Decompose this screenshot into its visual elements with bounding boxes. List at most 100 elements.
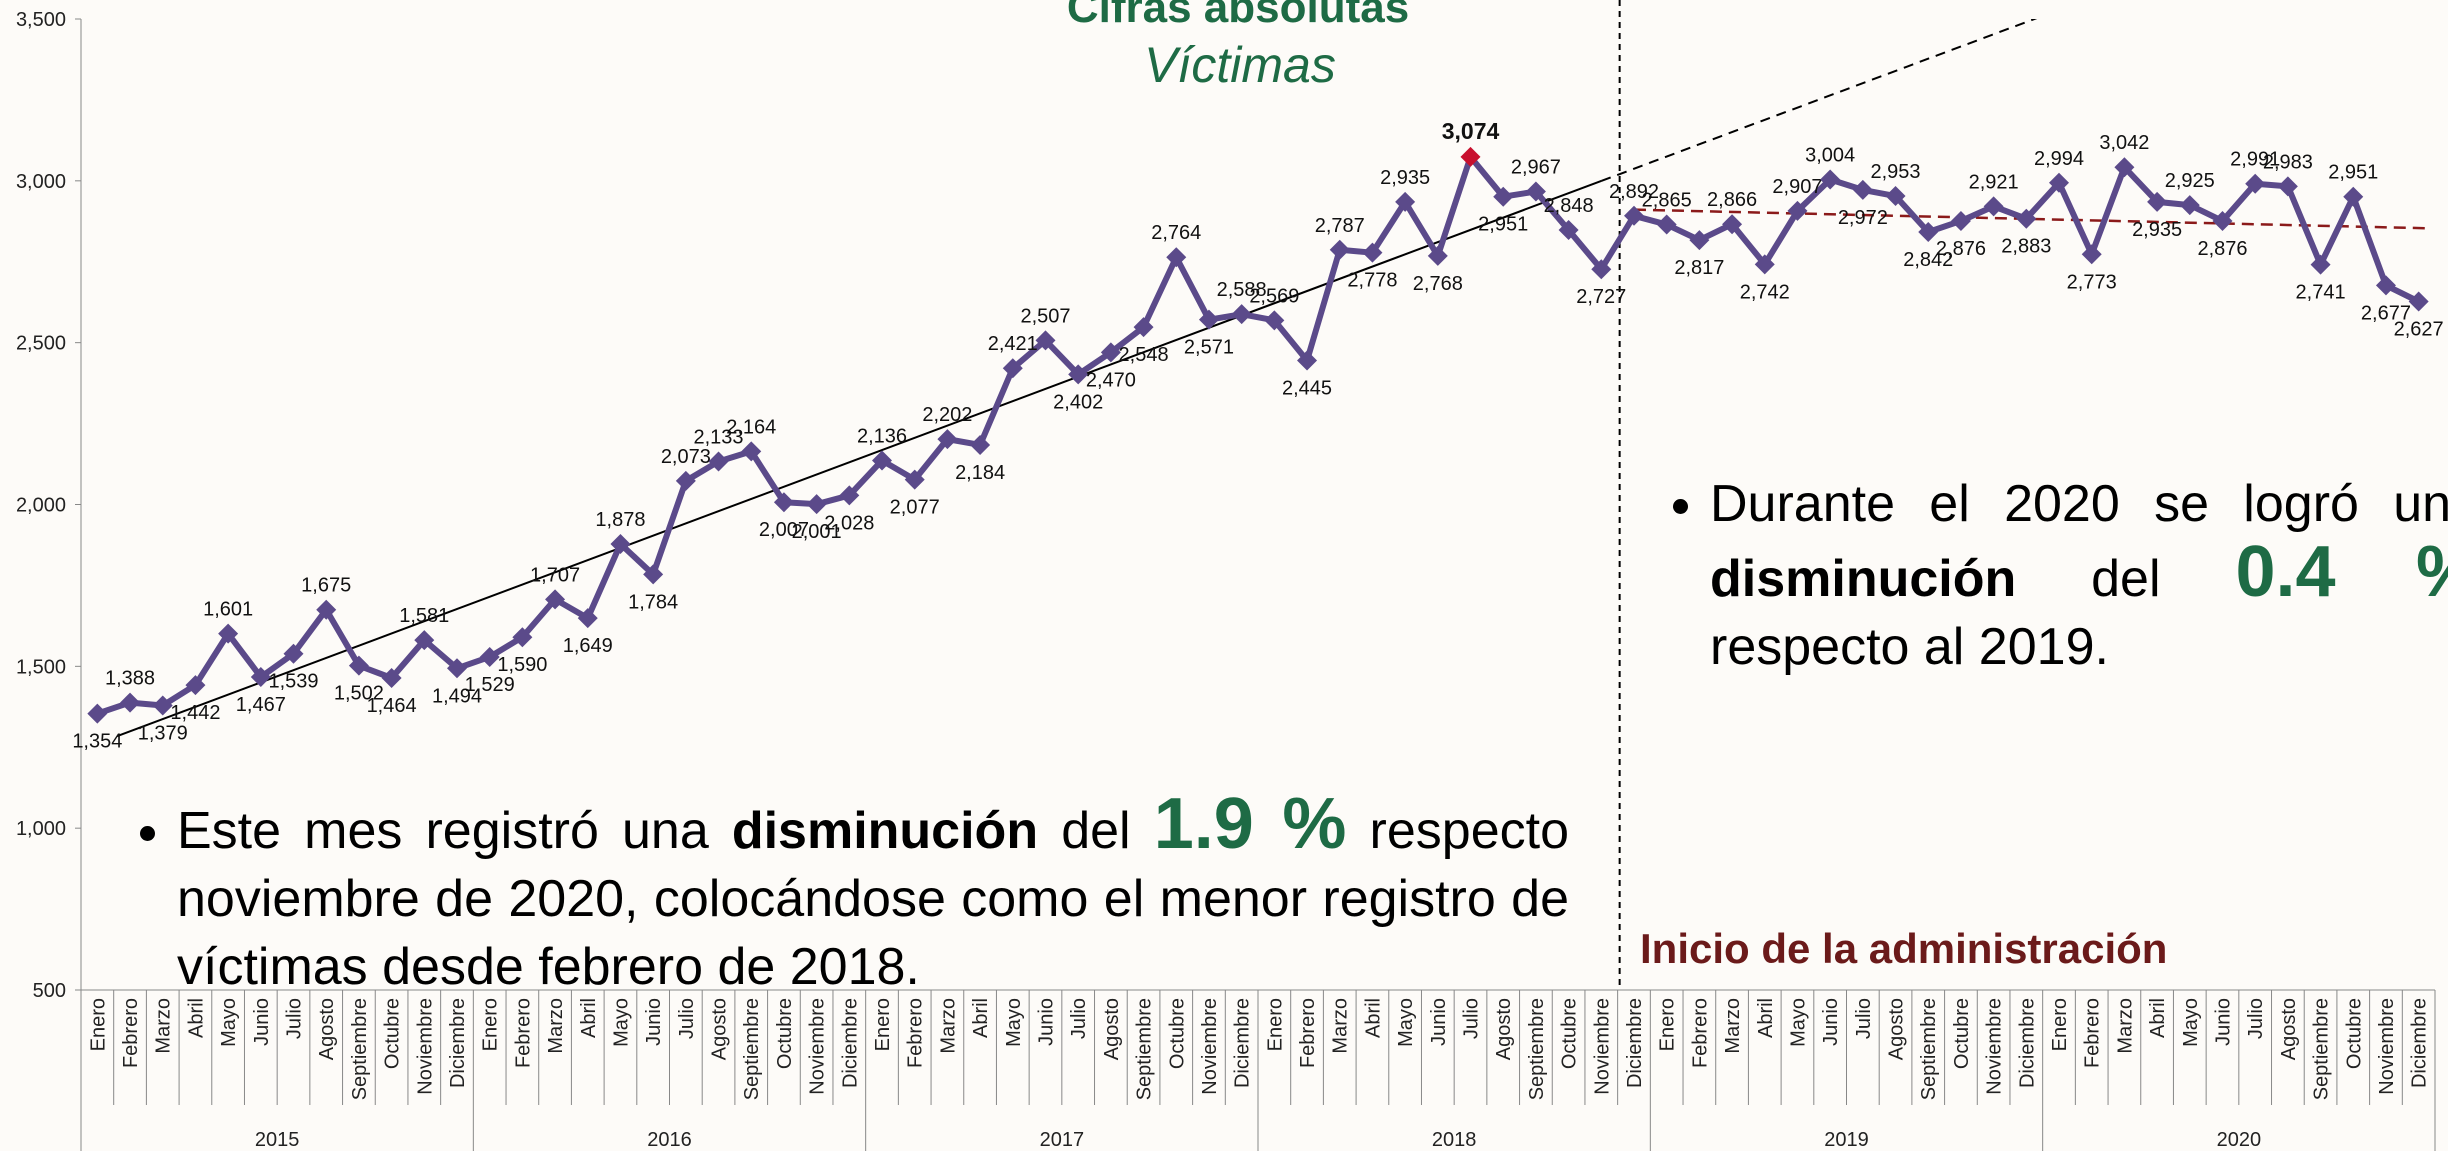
x-tick-label: Abril: [2147, 998, 2169, 1038]
data-label: 2,677: [2361, 302, 2411, 324]
data-point: [741, 441, 762, 462]
data-point: [1460, 146, 1481, 167]
data-label: 2,953: [1871, 161, 1921, 183]
data-label: 2,133: [694, 426, 744, 448]
data-point: [970, 434, 991, 455]
x-tick-label: Abril: [1362, 998, 1384, 1038]
data-point: [2147, 191, 2168, 212]
data-point: [1918, 221, 1939, 242]
x-tick-label: Octubre: [1166, 998, 1188, 1069]
data-point: [1264, 310, 1285, 331]
x-tick-label: Agosto: [1101, 998, 1123, 1060]
data-point: [185, 675, 206, 696]
data-label: 1,707: [530, 564, 580, 586]
data-point: [348, 655, 369, 676]
note-text: Durante el 2020 se logró una: [1710, 475, 2448, 533]
data-label: 2,077: [890, 497, 940, 519]
data-label: 2,028: [824, 512, 874, 534]
x-tick-label: Diciembre: [839, 998, 861, 1088]
x-tick-label: Marzo: [153, 998, 175, 1054]
x-tick-label: Agosto: [316, 998, 338, 1060]
data-point: [1950, 210, 1971, 231]
data-label: 2,907: [1772, 176, 1822, 198]
x-tick-label: Diciembre: [2016, 998, 2038, 1088]
x-tick-label: Mayo: [218, 998, 240, 1047]
data-point: [381, 667, 402, 688]
note-text: respecto al 2019.: [1710, 618, 2109, 676]
x-tick-label: Octubre: [1559, 998, 1581, 1069]
x-tick-label: Marzo: [545, 998, 567, 1054]
data-label: 2,136: [857, 425, 907, 447]
year-label: 2020: [2217, 1129, 2262, 1151]
x-tick-label: Enero: [87, 998, 109, 1051]
data-point: [577, 608, 598, 629]
data-point: [1820, 169, 1841, 190]
data-label: 2,787: [1315, 215, 1365, 237]
data-label: 1,467: [236, 694, 286, 716]
x-tick-label: Agosto: [2278, 998, 2300, 1060]
x-tick-label: Abril: [1755, 998, 1777, 1038]
data-label: 3,004: [1805, 145, 1855, 167]
x-tick-label: Mayo: [1003, 998, 1025, 1047]
chart-subtitle: Víctimas: [1144, 37, 1336, 93]
data-point: [708, 451, 729, 472]
x-tick-label: Febrero: [1689, 998, 1711, 1068]
data-label: 2,842: [1903, 249, 1953, 271]
y-tick-label: 3,000: [16, 171, 66, 193]
data-point: [2245, 173, 2266, 194]
x-tick-label: Noviembre: [807, 998, 829, 1095]
data-point: [1002, 358, 1023, 379]
data-point: [1689, 230, 1710, 251]
data-point: [839, 485, 860, 506]
x-tick-label: Junio: [251, 998, 273, 1046]
x-tick-label: Febrero: [905, 998, 927, 1068]
x-tick-label: Marzo: [2114, 998, 2136, 1054]
x-tick-label: Noviembre: [1591, 998, 1613, 1095]
x-tick-label: Enero: [1264, 998, 1286, 1051]
data-point: [1231, 304, 1252, 325]
x-tick-label: Abril: [578, 998, 600, 1038]
data-point: [87, 703, 108, 724]
note-bold: disminución: [731, 802, 1039, 860]
x-tick-label: Mayo: [1395, 998, 1417, 1047]
data-point: [283, 643, 304, 664]
data-label: 2,773: [2067, 271, 2117, 293]
y-tick-label: 2,500: [16, 333, 66, 355]
data-label: 1,539: [268, 671, 318, 693]
x-tick-label: Diciembre: [447, 998, 469, 1088]
data-label: 2,817: [1674, 257, 1724, 279]
data-label: 2,164: [726, 416, 776, 438]
data-label: 2,007: [759, 519, 809, 541]
data-point: [545, 589, 566, 610]
data-point: [1983, 196, 2004, 217]
data-label: 2,951: [2328, 162, 2378, 184]
note-item: Este mes registró una disminución del 1.…: [177, 788, 1569, 1001]
data-label: 2,470: [1086, 369, 1136, 391]
data-point: [1722, 214, 1743, 235]
data-point: [643, 564, 664, 585]
note-item: Durante el 2020 se logró una disminución…: [1710, 470, 2448, 681]
x-tick-label: Septiembre: [349, 998, 371, 1100]
note-highlight: 0.4 %: [2235, 532, 2448, 612]
data-label: 2,991: [2230, 149, 2280, 171]
x-tick-label: Noviembre: [1984, 998, 2006, 1095]
x-tick-label: Septiembre: [1918, 998, 1940, 1100]
data-label: 2,778: [1347, 270, 1397, 292]
data-label: 1,502: [334, 683, 384, 705]
data-label: 2,588: [1217, 279, 1267, 301]
data-point: [446, 658, 467, 679]
x-tick-label: Octubre: [774, 998, 796, 1069]
x-tick-label: Diciembre: [2409, 998, 2431, 1088]
data-label: 2,925: [2165, 170, 2215, 192]
data-label: 2,073: [661, 446, 711, 468]
data-point: [773, 492, 794, 513]
data-point: [512, 627, 533, 648]
x-tick-label: Abril: [970, 998, 992, 1038]
data-label: 1,601: [203, 599, 253, 621]
data-label: 2,951: [1478, 214, 1528, 236]
data-point: [2408, 291, 2429, 312]
data-point: [1591, 259, 1612, 280]
data-label: 2,548: [1119, 344, 1169, 366]
data-label: 3,042: [2099, 132, 2149, 154]
data-label: 2,865: [1642, 190, 1692, 212]
